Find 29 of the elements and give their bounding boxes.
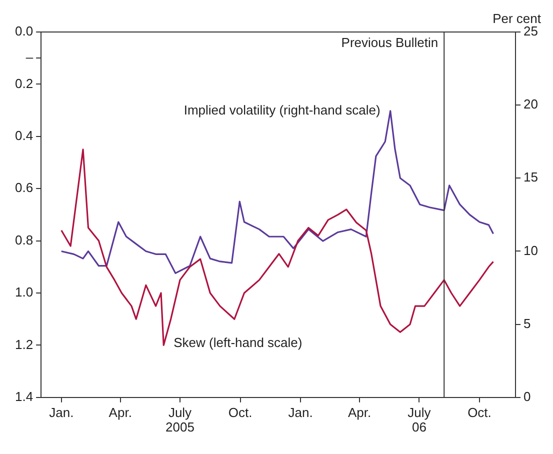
x-tick-label: Jan. [288,404,313,420]
y-tick-label: 1.4 [14,388,34,404]
x-tick-label: Oct. [228,404,252,420]
y-tick-label: 0.0 [14,24,34,39]
y2-tick-label: 5 [524,316,531,331]
x-tick-label: July [168,404,192,420]
x-tick-label: July [408,404,432,420]
y2-tick-label: 15 [524,170,538,185]
x-tick-label: Jan. [49,404,74,420]
x-tick-label: Apr. [108,404,132,420]
y-tick-label: 0.2 [14,76,34,91]
y-tick-label: 0.4 [14,128,34,143]
series-label: Implied volatility (right-hand scale) [184,102,380,118]
y2-tick-label: 25 [524,24,538,39]
y2-tick-label: 10 [524,242,538,258]
y-tick-label: 1.2 [14,336,34,352]
x-tick-label: Oct. [468,404,492,420]
y-tick-label: 0.8 [14,232,34,248]
ref-line-label: Previous Bulletin [341,35,438,50]
y2-axis-title: Per cent [492,11,542,26]
text: 2005 [166,419,194,434]
x-tick-label: Apr. [348,404,372,420]
y2-tick-label: 0 [524,388,531,404]
y2-tick-label: 20 [524,96,538,112]
y-tick-label: 0.6 [14,180,34,196]
y-tick-label: – [26,50,34,65]
series-label: Skew (left-hand scale) [174,334,302,350]
y-tick-label: 1.0 [14,284,34,300]
text: 06 [412,419,426,434]
